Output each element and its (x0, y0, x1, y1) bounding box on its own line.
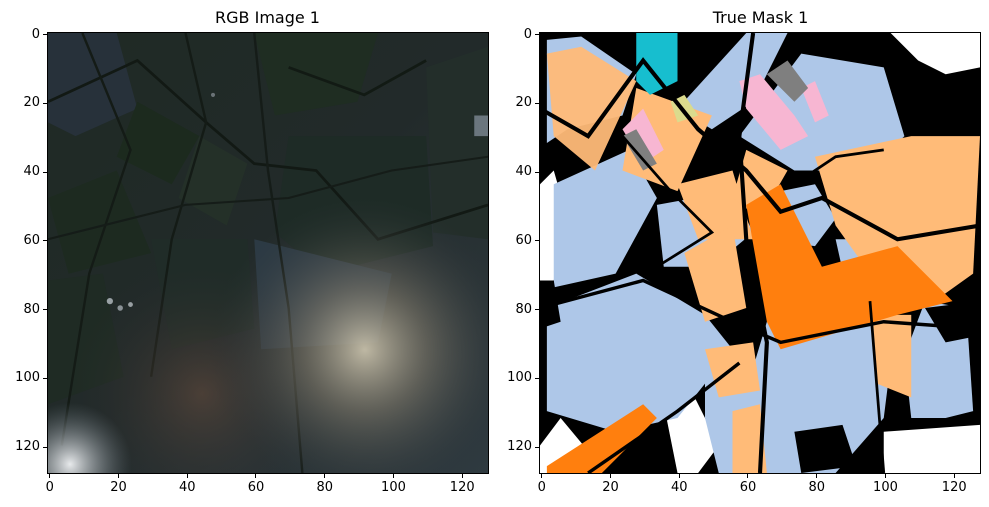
rgb-x-tick-label: 60 (247, 480, 265, 495)
mask-y-tick (535, 240, 539, 242)
rgb-x-tick-label: 40 (178, 480, 196, 495)
mask-y-tick-label: 60 (515, 232, 532, 248)
mask-y-tick (535, 171, 539, 173)
rgb-y-tick-label: 20 (23, 95, 40, 111)
rgb-y-tick-label: 40 (23, 164, 40, 180)
mask-x-tick (541, 474, 543, 478)
mask-y-tick-label: 100 (507, 370, 532, 386)
rgb-x-tick-label: 120 (449, 480, 475, 495)
rgb-x-tick (392, 474, 394, 478)
mask-y-tick-label: 40 (515, 164, 532, 180)
rgb-x-tick-label: 0 (45, 480, 54, 495)
mask-x-tick-label: 100 (873, 480, 898, 495)
mask-x-tick-label: 40 (670, 480, 688, 495)
mask-y-tick (535, 102, 539, 104)
segmentation-mask-image (540, 33, 980, 473)
rgb-y-tick (43, 34, 47, 36)
rgb-x-tick-label: 100 (381, 480, 406, 495)
mask-y-tick-label: 80 (515, 301, 532, 317)
rgb-x-tick (117, 474, 119, 478)
rgb-y-tick-label: 120 (15, 439, 40, 455)
rgb-satellite-image (48, 33, 488, 473)
mask-x-tick-label: 120 (941, 480, 967, 495)
mask-x-tick-label: 20 (602, 480, 619, 495)
mask-y-tick (535, 377, 539, 379)
mask-x-tick (609, 474, 611, 478)
mask-x-tick (953, 474, 955, 478)
rgb-y-tick-label: 0 (31, 26, 40, 42)
rgb-y-tick (43, 240, 47, 242)
rgb-x-tick (186, 474, 188, 478)
mask-y-tick (535, 446, 539, 448)
mask-x-tick-label: 0 (537, 480, 546, 495)
rgb-image-axes (47, 32, 489, 474)
rgb-y-tick (43, 377, 47, 379)
mask-x-tick (678, 474, 680, 478)
rgb-x-tick (255, 474, 257, 478)
mask-x-tick (816, 474, 818, 478)
mask-x-tick-label: 80 (808, 480, 825, 495)
mask-y-tick (535, 34, 539, 36)
rgb-panel-title: RGB Image 1 (215, 8, 320, 27)
rgb-y-tick (43, 171, 47, 173)
rgb-y-tick-label: 80 (23, 301, 40, 317)
rgb-y-tick (43, 102, 47, 104)
rgb-y-tick (43, 446, 47, 448)
rgb-x-tick (49, 474, 51, 478)
rgb-x-tick-label: 20 (110, 480, 127, 495)
mask-image-axes (539, 32, 981, 474)
rgb-x-tick-label: 80 (316, 480, 333, 495)
mask-panel-title: True Mask 1 (712, 8, 809, 27)
mask-y-tick-label: 20 (515, 95, 532, 111)
mask-x-tick-label: 60 (739, 480, 757, 495)
rgb-y-tick (43, 309, 47, 311)
rgb-y-tick-label: 60 (23, 232, 40, 248)
rgb-x-tick (324, 474, 326, 478)
rgb-x-tick (461, 474, 463, 478)
rgb-y-tick-label: 100 (15, 370, 40, 386)
mask-y-tick (535, 309, 539, 311)
mask-y-tick-label: 0 (523, 26, 532, 42)
mask-x-tick (884, 474, 886, 478)
mask-y-tick-label: 120 (507, 439, 532, 455)
mask-x-tick (747, 474, 749, 478)
